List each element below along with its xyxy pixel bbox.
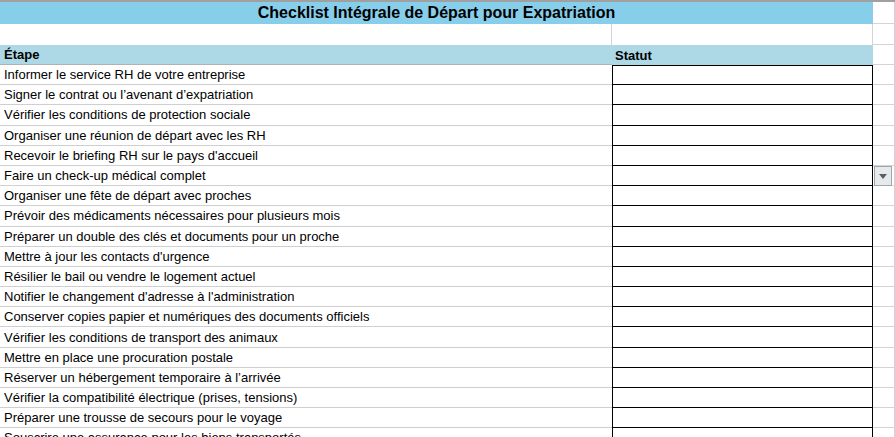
grid-filler — [873, 327, 895, 347]
spreadsheet: Checklist Intégrale de Départ pour Expat… — [0, 0, 895, 437]
grid-filler — [873, 126, 895, 146]
table-row: Souscrire une assurance pour les biens t… — [0, 428, 895, 437]
table-row: Faire un check-up médical complet — [0, 166, 895, 186]
etape-cell[interactable]: Vérifier les conditions de protection so… — [0, 105, 612, 125]
table-row: Signer le contrat ou l’avenant d’expatri… — [0, 85, 895, 105]
grid-filler — [873, 307, 895, 327]
etape-cell[interactable]: Réserver un hébergement temporaire à l’a… — [0, 368, 612, 388]
grid-filler — [873, 227, 895, 247]
table-row: Recevoir le briefing RH sur le pays d'ac… — [0, 146, 895, 166]
etape-cell[interactable]: Prévoir des médicaments nécessaires pour… — [0, 206, 612, 226]
table-row: Informer le service RH de votre entrepri… — [0, 65, 895, 85]
grid-filler — [873, 267, 895, 287]
grid-filler — [873, 428, 895, 437]
grid-filler — [873, 206, 895, 226]
table-row: Vérifier les conditions de transport des… — [0, 327, 895, 347]
statut-dropdown-button[interactable] — [874, 166, 892, 186]
table-row: Organiser une fête de départ avec proche… — [0, 186, 895, 206]
table-row: Préparer un double des clés et documents… — [0, 227, 895, 247]
etape-cell[interactable]: Préparer une trousse de secours pour le … — [0, 408, 612, 428]
table-row: Notifier le changement d'adresse à l'adm… — [0, 287, 895, 307]
grid-filler — [873, 105, 895, 125]
grid-filler — [873, 247, 895, 267]
column-header-row: Étape Statut — [0, 45, 895, 65]
empty-cell — [0, 24, 612, 45]
etape-cell[interactable]: Préparer un double des clés et documents… — [0, 227, 612, 247]
grid-filler — [873, 65, 895, 85]
statut-cell[interactable] — [612, 206, 873, 226]
etape-cell[interactable]: Mettre à jour les contacts d'urgence — [0, 247, 612, 267]
etape-cell[interactable]: Faire un check-up médical complet — [0, 166, 612, 186]
dropdown-arrow-icon — [879, 174, 887, 179]
statut-cell[interactable] — [612, 348, 873, 368]
statut-cell[interactable] — [612, 428, 873, 437]
etape-cell[interactable]: Signer le contrat ou l’avenant d’expatri… — [0, 85, 612, 105]
etape-cell[interactable]: Souscrire une assurance pour les biens t… — [0, 428, 612, 437]
statut-cell[interactable] — [612, 105, 873, 125]
title-row: Checklist Intégrale de Départ pour Expat… — [0, 2, 895, 24]
grid-filler — [873, 368, 895, 388]
statut-cell[interactable] — [612, 186, 873, 206]
grid-filler — [873, 186, 895, 206]
empty-cell — [612, 24, 873, 45]
grid-filler — [873, 146, 895, 166]
statut-cell[interactable] — [612, 227, 873, 247]
etape-cell[interactable]: Recevoir le briefing RH sur le pays d'ac… — [0, 146, 612, 166]
etape-cell[interactable]: Conserver copies papier et numériques de… — [0, 307, 612, 327]
statut-cell[interactable] — [612, 247, 873, 267]
table-row: Mettre en place une procuration postale — [0, 348, 895, 368]
statut-cell[interactable] — [612, 327, 873, 347]
table-row: Résilier le bail ou vendre le logement a… — [0, 267, 895, 287]
table-row: Mettre à jour les contacts d'urgence — [0, 247, 895, 267]
grid-filler — [873, 2, 895, 24]
statut-cell[interactable] — [612, 368, 873, 388]
statut-cell[interactable] — [612, 267, 873, 287]
table-row: Conserver copies papier et numériques de… — [0, 307, 895, 327]
etape-cell[interactable]: Organiser une fête de départ avec proche… — [0, 186, 612, 206]
grid-filler — [873, 408, 895, 428]
statut-cell[interactable] — [612, 126, 873, 146]
etape-cell[interactable]: Vérifier les conditions de transport des… — [0, 327, 612, 347]
grid-filler — [873, 287, 895, 307]
statut-cell[interactable] — [612, 408, 873, 428]
table-row: Prévoir des médicaments nécessaires pour… — [0, 206, 895, 226]
table-row: Préparer une trousse de secours pour le … — [0, 408, 895, 428]
grid-filler — [873, 348, 895, 368]
table-row: Vérifier les conditions de protection so… — [0, 105, 895, 125]
grid-filler — [873, 45, 895, 65]
statut-cell[interactable] — [612, 146, 873, 166]
statut-cell[interactable] — [612, 65, 873, 85]
statut-cell[interactable] — [612, 388, 873, 408]
etape-cell[interactable]: Notifier le changement d'adresse à l'adm… — [0, 287, 612, 307]
table-row: Organiser une réunion de départ avec les… — [0, 126, 895, 146]
etape-cell[interactable]: Organiser une réunion de départ avec les… — [0, 126, 612, 146]
sheet-title: Checklist Intégrale de Départ pour Expat… — [0, 2, 873, 24]
checklist-rows: Informer le service RH de votre entrepri… — [0, 65, 895, 437]
statut-cell[interactable] — [612, 287, 873, 307]
statut-cell[interactable] — [612, 85, 873, 105]
etape-cell[interactable]: Mettre en place une procuration postale — [0, 348, 612, 368]
table-row: Réserver un hébergement temporaire à l’a… — [0, 368, 895, 388]
etape-cell[interactable]: Résilier le bail ou vendre le logement a… — [0, 267, 612, 287]
grid-filler — [873, 24, 895, 45]
statut-cell[interactable] — [612, 307, 873, 327]
grid-filler — [873, 388, 895, 408]
empty-row — [0, 24, 895, 45]
etape-cell[interactable]: Informer le service RH de votre entrepri… — [0, 65, 612, 85]
column-header-etape: Étape — [0, 45, 612, 65]
table-row: Vérifier la compatibilité électrique (pr… — [0, 388, 895, 408]
statut-cell[interactable] — [612, 166, 873, 186]
column-header-statut: Statut — [612, 45, 873, 65]
etape-cell[interactable]: Vérifier la compatibilité électrique (pr… — [0, 388, 612, 408]
grid-filler — [873, 85, 895, 105]
